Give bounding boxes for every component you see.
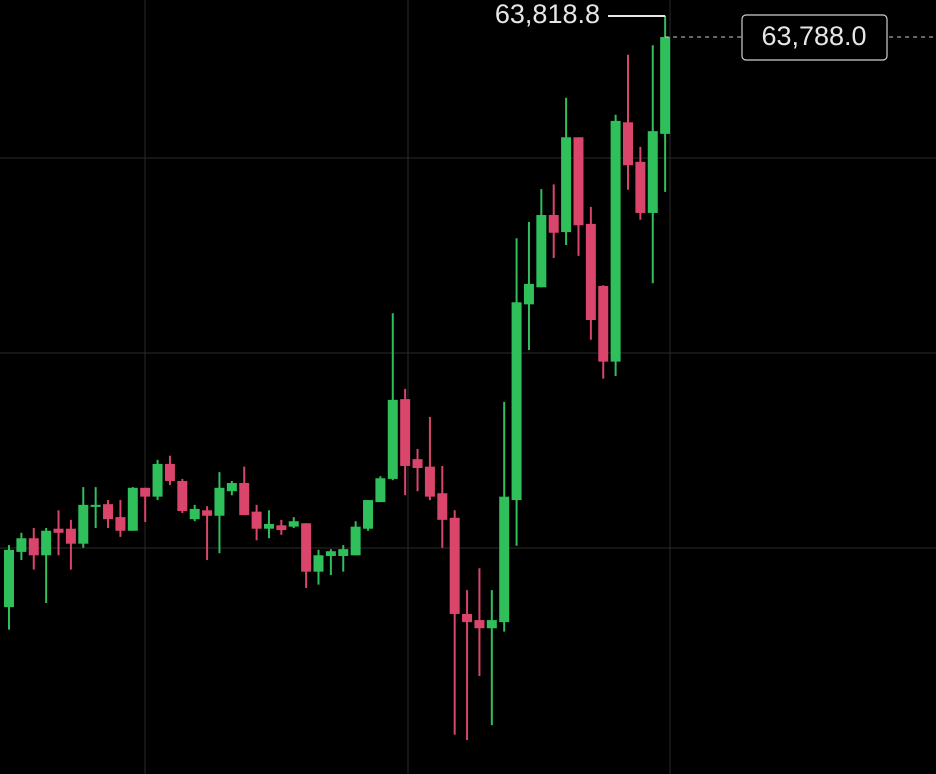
candle-body	[585, 223, 596, 321]
candle-body	[251, 511, 262, 529]
candle-body	[647, 131, 658, 213]
candle-body	[177, 480, 188, 511]
candle-body	[4, 549, 14, 608]
candle-body	[363, 500, 374, 529]
last-price-box	[741, 14, 888, 61]
candle-body	[375, 478, 386, 503]
candle-body	[263, 523, 274, 529]
candle-body	[536, 215, 547, 288]
candle-body	[53, 528, 64, 533]
candle-body	[412, 459, 423, 469]
candle-body	[635, 161, 646, 213]
candle-body	[610, 120, 621, 362]
candle-body	[214, 487, 225, 516]
candle-body	[462, 613, 473, 623]
candle-body	[437, 493, 448, 520]
candles	[4, 16, 671, 741]
price-labels: 63,818.8 63,788.0	[495, 0, 936, 61]
candle-body	[400, 399, 411, 466]
candle-body	[239, 483, 250, 516]
candle-body	[561, 137, 572, 233]
candle-body	[325, 551, 336, 556]
candle-body	[28, 538, 39, 556]
candle-body	[226, 483, 237, 492]
candle-body	[523, 283, 534, 305]
candle-body	[511, 302, 522, 501]
candle-body	[152, 463, 163, 497]
candle-body	[41, 530, 52, 556]
candle-body	[140, 487, 151, 497]
candle-body	[548, 215, 559, 233]
candle-body	[16, 538, 27, 552]
candle-body	[78, 504, 89, 544]
candle-body	[288, 521, 299, 527]
candle-body	[90, 504, 101, 507]
candle-body	[127, 487, 138, 531]
candle-body	[338, 549, 349, 556]
high-label: 63,818.8	[495, 0, 600, 29]
candle-body	[474, 620, 485, 629]
last-price-label: 63,788.0	[761, 21, 866, 51]
candle-body	[115, 517, 126, 531]
candle-body	[486, 620, 497, 629]
candle-body	[301, 523, 312, 572]
candle-body	[387, 399, 398, 479]
candle-body	[164, 463, 175, 481]
candle-body	[598, 285, 609, 362]
candle-body	[189, 508, 200, 520]
candle-body	[449, 517, 460, 614]
candle-body	[103, 504, 114, 520]
candle-body	[660, 37, 671, 134]
candle-body	[499, 496, 510, 623]
candle-body	[424, 466, 435, 497]
candle-body	[573, 137, 584, 226]
candle-body	[65, 528, 76, 544]
candle-body	[350, 526, 361, 556]
candle-body	[202, 510, 213, 516]
candle-body	[623, 122, 633, 166]
candle-body	[313, 555, 324, 572]
candle-body	[276, 525, 287, 531]
